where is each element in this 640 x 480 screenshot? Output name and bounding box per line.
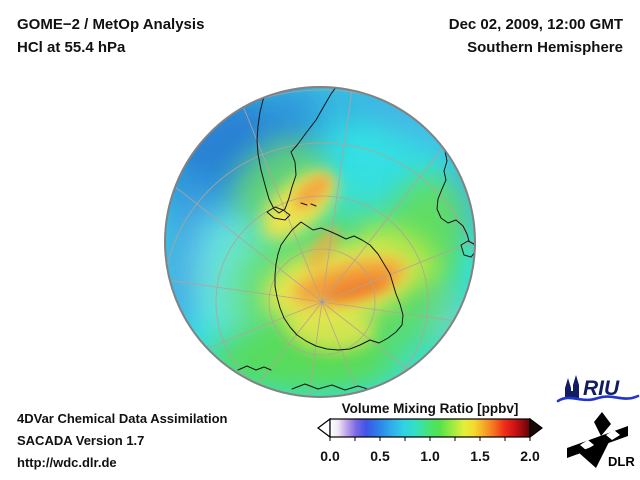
riu-logo-text: RIU (583, 377, 620, 400)
tick-label-4: 2.0 (520, 448, 540, 464)
title-instrument: GOME−2 / MetOp Analysis (17, 16, 205, 33)
dlr-logo-svg: DLR (567, 412, 635, 469)
tick-label-0: 0.0 (320, 448, 340, 464)
colorbar-gradient (329, 418, 531, 438)
header-right: Dec 02, 2009, 12:00 GMT Southern Hemisph… (449, 13, 623, 59)
header-left: GOME−2 / MetOp Analysis HCl at 55.4 hPa (17, 13, 204, 59)
title-datetime: Dec 02, 2009, 12:00 GMT (448, 16, 623, 33)
colorbar-right-arrow-icon (529, 417, 543, 439)
coast-south-america (237, 87, 337, 214)
colorbar-left-arrow-icon (317, 417, 331, 439)
riu-logo-svg: RIU (556, 375, 640, 403)
dlr-emblem-icon (567, 412, 628, 468)
dlr-logo: DLR (566, 411, 638, 469)
coast-antarctica (274, 221, 404, 351)
cathedral-icon (565, 375, 579, 399)
title-species-level: HCl at 55.4 hPa (17, 39, 126, 56)
colorbar-scale (317, 417, 543, 441)
colorbar-ticks (329, 437, 531, 441)
tick-label-1: 0.5 (370, 448, 390, 464)
riu-logo: RIU (555, 371, 640, 407)
coast-tierra-del-fuego (266, 206, 291, 221)
globe-svg (164, 86, 476, 398)
colorbar-title: Volume Mixing Ratio [ppbv] (341, 401, 519, 416)
tick-label-3: 1.5 (470, 448, 490, 464)
coast-falklands (300, 202, 317, 207)
footer-credits: 4DVar Chemical Data Assimilation SACADA … (17, 408, 228, 474)
colorbar-tick-labels: 0.0 0.5 1.0 1.5 2.0 (316, 448, 544, 464)
colorbar: Volume Mixing Ratio [ppbv] (316, 401, 544, 464)
globe-limb (164, 86, 476, 398)
coast-australia (436, 141, 470, 242)
tick-label-2: 1.0 (420, 448, 440, 464)
globe-map (160, 82, 480, 402)
coast-tasmania (460, 240, 475, 258)
title-hemisphere: Southern Hemisphere (467, 39, 623, 56)
credit-assimilation: 4DVar Chemical Data Assimilation (17, 411, 228, 426)
riu-wave-icon (556, 394, 640, 403)
credit-version: SACADA Version 1.7 (17, 433, 145, 448)
graticule (165, 87, 475, 397)
mixing-ratio-field (165, 87, 475, 397)
credit-url: http://wdc.dlr.de (17, 455, 117, 470)
coast-south-islands (237, 365, 272, 371)
dlr-logo-text: DLR (608, 454, 635, 469)
